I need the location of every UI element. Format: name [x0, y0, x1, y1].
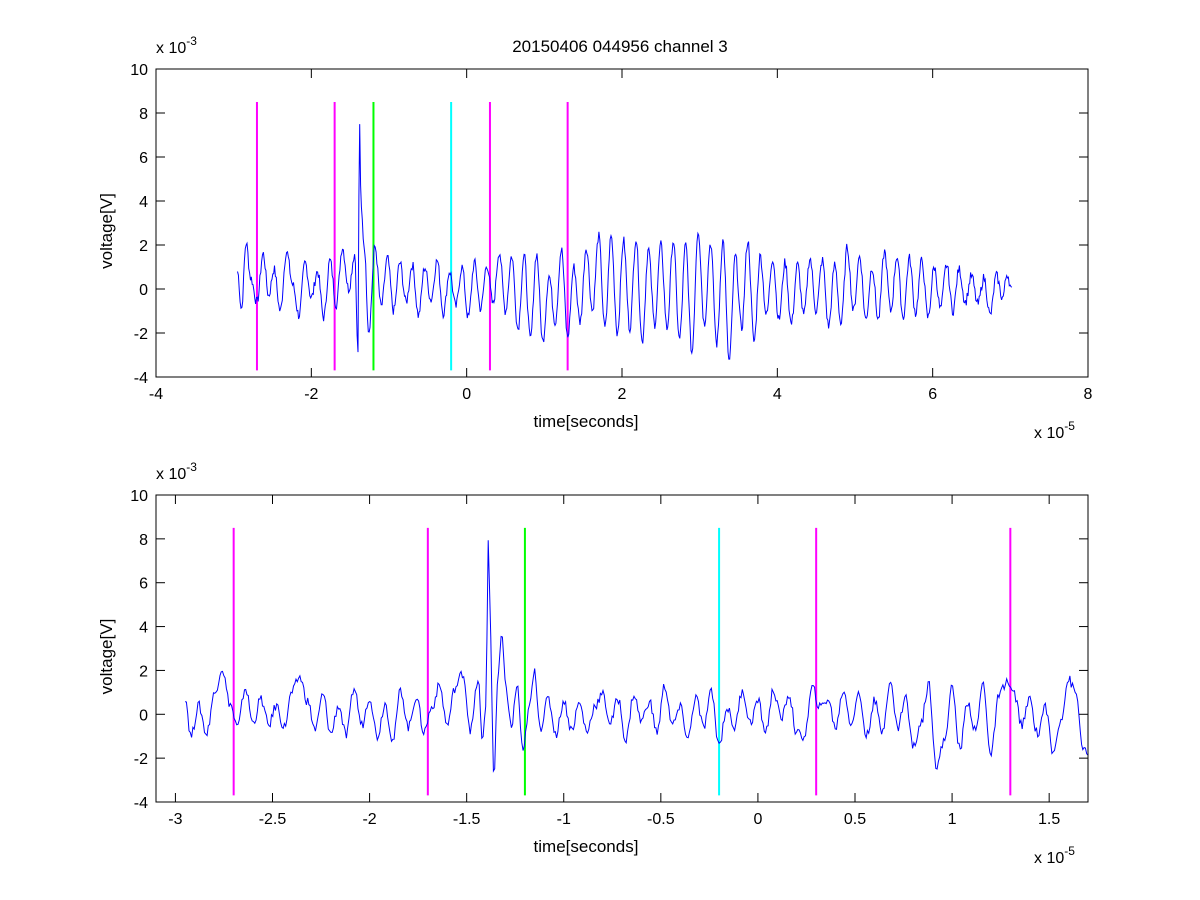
- bottom-y-tick-label: -4: [134, 795, 148, 812]
- top-y-tick-label: 10: [130, 62, 148, 79]
- top-plot-area: [155, 68, 1089, 378]
- bottom-y-tick-label: 2: [139, 663, 148, 680]
- top-chart: -4 -2 0 2 4 6 8 -4 -2 0 2 4 6 8 10 time[seconds] volt…: [97, 34, 1093, 442]
- bottom-x-tick-label: -3: [168, 811, 182, 828]
- top-x-tick-label: -4: [149, 386, 163, 403]
- top-signal-line: [237, 124, 1013, 360]
- bottom-y-tick-label: 6: [139, 576, 148, 593]
- bottom-x-tick-label: 1: [948, 811, 957, 828]
- top-x-tick-label: 2: [618, 386, 627, 403]
- bottom-x-ticks: -3 -2.5 -2 -1.5 -1 -0.5 0 0.5 1 1.5: [168, 495, 1060, 828]
- bottom-x-multiplier: x 10-5: [1034, 844, 1075, 867]
- top-y-tick-label: -2: [134, 326, 148, 343]
- bottom-y-axis-label: voltage[V]: [97, 619, 116, 695]
- bottom-x-axis-label: time[seconds]: [534, 837, 639, 856]
- top-x-axis-label: time[seconds]: [534, 412, 639, 431]
- bottom-x-tick-label: -0.5: [647, 811, 675, 828]
- bottom-y-tick-label: 0: [139, 707, 148, 724]
- top-y-tick-label: 6: [139, 150, 148, 167]
- top-y-tick-label: 8: [139, 106, 148, 123]
- bottom-x-tick-label: -2.5: [259, 811, 287, 828]
- top-x-ticks: -4 -2 0 2 4 6 8: [149, 69, 1093, 403]
- bottom-x-tick-label: -1.5: [453, 811, 481, 828]
- bottom-y-tick-label: 10: [130, 488, 148, 505]
- bottom-y-ticks: -4 -2 0 2 4 6 8 10: [130, 488, 1088, 812]
- top-axes-box: [155, 68, 1089, 378]
- bottom-y-tick-label: 8: [139, 532, 148, 549]
- top-x-tick-label: 0: [462, 386, 471, 403]
- bottom-x-tick-label: 0: [753, 811, 762, 828]
- bottom-chart: -3 -2.5 -2 -1.5 -1 -0.5 0 0.5 1 1.5 -4 -2 0 2 4 6 8 10 t…: [97, 460, 1089, 867]
- top-y-tick-label: 2: [139, 238, 148, 255]
- top-y-ticks: -4 -2 0 2 4 6 8 10: [130, 62, 1088, 387]
- top-markers: [255, 102, 569, 371]
- top-y-axis-label: voltage[V]: [97, 193, 116, 269]
- top-x-tick-label: 4: [773, 386, 782, 403]
- top-y-tick-label: -4: [134, 370, 148, 387]
- top-y-tick-label: 0: [139, 282, 148, 299]
- bottom-x-tick-label: -1: [557, 811, 571, 828]
- top-x-tick-label: 6: [928, 386, 937, 403]
- top-x-multiplier: x 10-5: [1034, 419, 1075, 442]
- figure-title: 20150406 044956 channel 3: [512, 37, 728, 56]
- bottom-markers: [232, 527, 1012, 796]
- top-y-multiplier: x 10-3: [156, 34, 197, 57]
- top-x-tick-label: -2: [304, 386, 318, 403]
- bottom-plot-area: [155, 494, 1089, 803]
- bottom-y-multiplier: x 10-3: [156, 460, 197, 483]
- bottom-x-tick-label: 1.5: [1038, 811, 1060, 828]
- top-y-tick-label: 4: [139, 194, 148, 211]
- bottom-y-tick-label: 4: [139, 620, 148, 637]
- bottom-signal-line: [184, 540, 1089, 773]
- bottom-y-tick-label: -2: [134, 751, 148, 768]
- top-x-tick-label: 8: [1084, 386, 1093, 403]
- bottom-x-tick-label: 0.5: [844, 811, 866, 828]
- bottom-x-tick-label: -2: [362, 811, 376, 828]
- bottom-axes-box: [155, 494, 1089, 803]
